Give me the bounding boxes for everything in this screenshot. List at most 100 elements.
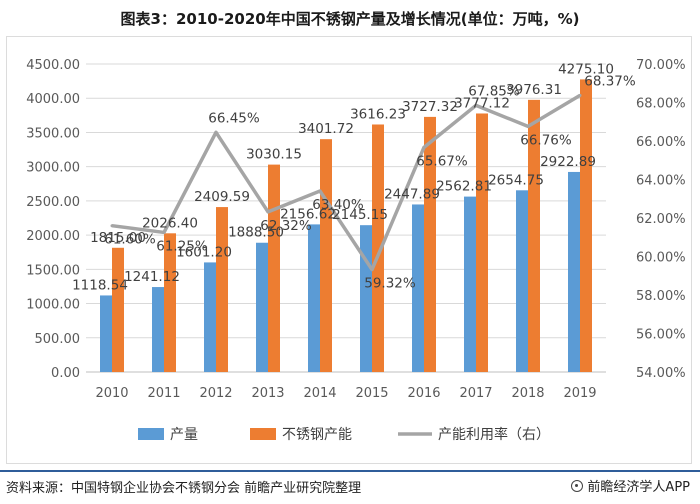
utilization-point [214,130,218,134]
label-capacity: 1815.00 [90,230,146,246]
x-tick-label: 2014 [303,386,336,401]
utilization-point [110,224,114,228]
label-utilization: 67.85% [468,83,520,99]
bar-capacity [164,233,176,372]
y-left-tick-label: 500.00 [35,332,81,347]
label-utilization: 59.32% [364,276,416,292]
bar-capacity [372,124,384,373]
utilization-point [422,145,426,149]
label-utilization: 61.60% [104,232,156,248]
brand-credit: 前瞻经济学人APP [571,476,690,495]
brand-logo-icon [571,479,584,492]
y-left-tick-label: 1000.00 [26,298,80,313]
y-right-tick-label: 66.00% [636,135,686,150]
label-utilization: 65.67% [416,153,468,169]
x-tick-label: 2012 [199,386,232,401]
legend-swatch-capacity [250,428,276,440]
label-utilization: 66.45% [208,110,260,126]
label-capacity: 3030.15 [246,147,302,163]
bar-capacity [320,139,332,372]
bar-capacity [268,164,280,372]
utilization-point [474,103,478,107]
bar-capacity [580,79,592,372]
label-capacity: 2026.40 [142,215,198,231]
utilization-point [162,230,166,234]
label-capacity: 2409.59 [194,189,250,205]
x-tick-label: 2017 [459,386,492,401]
x-tick-label: 2016 [407,386,440,401]
label-production: 2447.89 [384,186,440,202]
y-left-tick-label: 4500.00 [26,58,80,73]
label-production: 2654.75 [488,172,544,188]
bar-capacity [528,99,540,372]
label-capacity: 3777.12 [454,95,510,111]
y-right-tick-label: 56.00% [636,328,686,343]
x-tick-label: 2011 [147,386,180,401]
y-right-tick-label: 54.00% [636,366,686,381]
y-right-tick-label: 64.00% [636,174,686,189]
utilization-line [110,93,582,272]
label-utilization: 61.25% [156,238,208,254]
chart-frame [6,36,692,464]
label-production: 1888.50 [228,225,284,241]
label-production: 2156.62 [280,206,336,222]
bar-production [464,196,476,372]
x-axis: 2010 2011 2012 2013 2014 2015 2016 2017 2018 2019 [86,371,606,401]
chart-title: 图表3：2010-2020年中国不锈钢产量及增长情况(单位：万吨，%) [120,10,580,28]
x-tick-label: 2019 [563,386,596,401]
bar-capacity [112,247,124,372]
label-production: 1241.12 [124,269,180,285]
y-left-tick-label: 2500.00 [26,195,80,210]
brand-label: 前瞻经济学人APP [587,480,690,495]
utilization-series-line [111,93,581,272]
bars [100,79,592,373]
bar-capacity [216,207,228,372]
utilization-point [266,210,270,214]
legend-swatch-production [138,428,164,440]
bar-capacity [476,113,488,373]
y-left-tick-label: 1500.00 [26,263,80,278]
y-left-tick-label: 0.00 [51,366,80,381]
legend-label-production: 产量 [170,427,198,443]
y-left-tick-label: 2000.00 [26,229,80,244]
label-utilization: 63.40% [312,197,364,213]
y-axis-right: 54.00% 56.00% 58.00% 60.00% 62.00% 64.00% 66.0… [636,58,686,381]
y-right-tick-label: 62.00% [636,212,686,227]
x-tick-label: 2013 [251,386,284,401]
bar-production [256,242,268,372]
y-left-tick-label: 3000.00 [26,161,80,176]
bar-production [412,204,424,372]
bar-production [204,262,216,372]
label-production: 2145.15 [332,207,388,223]
label-production: 1118.54 [72,277,128,293]
bar-capacity [424,116,436,372]
label-capacity: 3727.32 [402,99,458,115]
y-right-tick-label: 68.00% [636,97,686,112]
y-left-tick-label: 3500.00 [26,126,80,141]
y-left-tick-label: 4000.00 [26,92,80,107]
legend-label-utilization: 产能利用率（右） [438,426,550,443]
label-capacity: 3616.23 [350,106,406,122]
bar-production [308,224,320,372]
label-capacity: 3976.31 [506,82,562,98]
footer-divider [0,470,700,472]
label-capacity: 4275.10 [558,61,614,77]
x-tick-label: 2010 [95,386,128,401]
label-production: 2922.89 [540,154,596,170]
bar-production [152,287,164,372]
y-right-tick-label: 70.00% [636,58,686,73]
x-tick-label: 2015 [355,386,388,401]
source-note: 资料来源：中国特钢企业协会不锈钢分会 前瞻产业研究院整理 [6,481,362,496]
bar-production [516,190,528,372]
legend-label-capacity: 不锈钢产能 [282,427,352,443]
label-utilization: 68.37% [584,73,636,89]
utilization-point [370,268,374,272]
y-right-tick-label: 60.00% [636,251,686,266]
label-production: 2562.81 [436,179,492,195]
y-axis-left: 0.00 500.00 1000.00 1500.00 2000.00 2500.00 30… [26,58,80,381]
utilization-point [578,93,582,97]
legend: 产量 不锈钢产能 产能利用率（右） [138,426,550,443]
label-capacity: 3401.72 [298,121,354,137]
